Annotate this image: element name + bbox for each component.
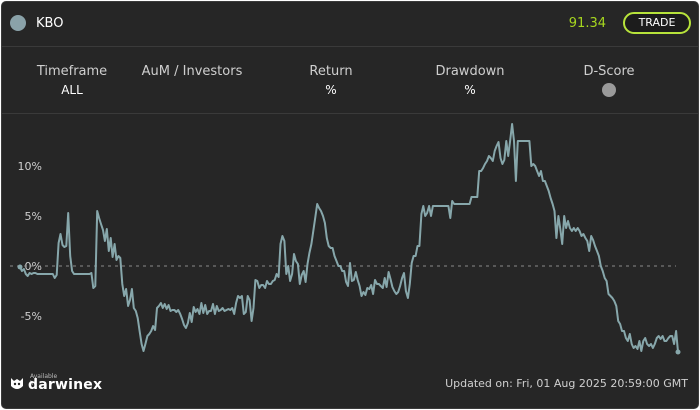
updated-timestamp: Updated on: Fri, 01 Aug 2025 20:59:00 GM… [445, 377, 688, 390]
symbol-name[interactable]: KBO [36, 16, 64, 31]
trade-button[interactable]: TRADE [623, 12, 691, 34]
series-start-point [17, 264, 23, 270]
stat-drawdown: Drawdown % [400, 64, 540, 97]
stat-label: Drawdown [435, 64, 505, 79]
series-end-point [675, 349, 681, 355]
stat-aum-investors: AuM / Investors [122, 64, 262, 83]
stat-value: % [464, 83, 476, 97]
y-tick-label: -5% [21, 310, 42, 323]
y-axis-ticks: 10%5%0%-5% [18, 160, 42, 323]
price-value: 91.34 [568, 16, 606, 31]
series-line [19, 123, 679, 353]
series-group [17, 123, 681, 355]
stat-label: D-Score [583, 64, 635, 79]
stat-value: ALL [61, 83, 83, 97]
logo-wordmark: darwinex [28, 377, 103, 393]
stat-label: Timeframe [36, 64, 108, 79]
logo-caption: Available in [30, 373, 58, 387]
stat-label: Return [309, 64, 353, 79]
y-tick-label: 5% [25, 210, 42, 223]
stat-label: AuM / Investors [141, 64, 243, 79]
stat-dscore: D-Score [539, 64, 679, 101]
y-tick-label: 10% [18, 160, 42, 173]
widget-header: KBO 91.34 TRADE [2, 2, 698, 47]
stat-value: % [325, 83, 337, 97]
return-chart: 10%5%0%-5% [10, 123, 681, 355]
stat-timeframe[interactable]: Timeframe ALL [2, 64, 142, 97]
darwinex-logo-icon [11, 378, 23, 389]
stat-return: Return % [261, 64, 401, 97]
stats-row: Timeframe ALL AuM / Investors Return % D… [2, 47, 698, 114]
dscore-badge-icon [602, 83, 616, 97]
status-dot-icon [10, 15, 26, 31]
